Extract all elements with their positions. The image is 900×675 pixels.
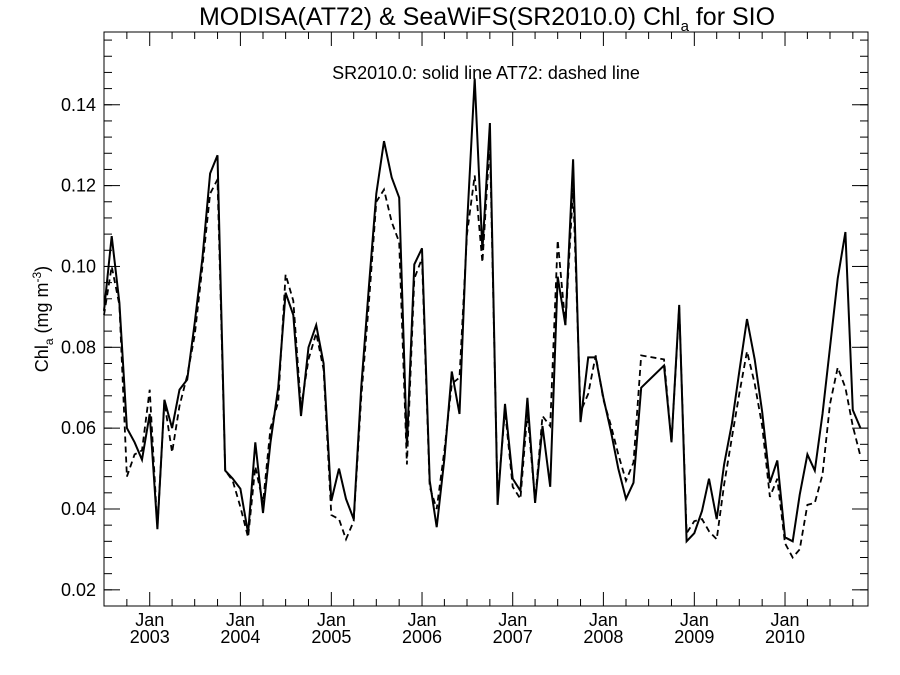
x-tick-month-label: Jan [226,610,255,630]
x-tick-year-label: 2004 [220,627,260,647]
x-tick-year-label: 2008 [583,627,623,647]
series-layer [103,78,862,560]
x-tick-month-label: Jan [498,610,527,630]
y-tick-label: 0.06 [61,418,96,438]
y-tick-label: 0.08 [61,337,96,357]
y-axis-label: Chla (mg m-3) [30,266,56,372]
chart-title-tail: for SIO [689,3,775,31]
chart-title: MODISA(AT72) & SeaWiFS(SR2010.0) Chla fo… [199,3,775,35]
x-tick-month-label: Jan [771,610,800,630]
series-line-at72 [103,141,862,560]
x-tick-month-label: Jan [135,610,164,630]
y-axis-label-unit: (mg m [32,282,52,338]
y-tick-label: 0.02 [61,580,96,600]
x-tick-year-label: 2010 [765,627,805,647]
y-tick-label: 0.10 [61,256,96,276]
x-tick-year-label: 2007 [493,627,533,647]
x-tick-year-label: 2003 [130,627,170,647]
y-tick-label: 0.12 [61,176,96,196]
plot-frame [103,31,869,607]
y-tick-label: 0.14 [61,95,96,115]
y-axis-label-main: Chl [32,345,52,372]
x-tick-year-label: 2009 [674,627,714,647]
x-tick-month-label: Jan [680,610,709,630]
x-tick-month-label: Jan [317,610,346,630]
series-line-sr2010-0 [103,78,862,544]
line-style-annotation: SR2010.0: solid line AT72: dashed line [332,63,640,83]
x-tick-year-label: 2006 [402,627,442,647]
chart-title-main: MODISA(AT72) & SeaWiFS(SR2010.0) Chl [199,3,681,31]
x-tick-month-label: Jan [589,610,618,630]
y-axis-label-subscript: a [42,338,56,345]
chart-title-subscript: a [681,18,690,35]
x-tick-month-label: Jan [408,610,437,630]
y-axis-label-superscript: -3 [30,271,44,282]
x-tick-year-label: 2005 [311,627,351,647]
y-axis-label-close: ) [32,266,52,272]
y-axis-ticks: 0.02 0.04 0.06 0.08 0.10 0.12 0.14 [61,39,868,607]
x-axis-ticks: Jan2003Jan2004Jan2005Jan2006Jan2007Jan20… [103,32,854,647]
y-tick-label: 0.04 [61,499,96,519]
